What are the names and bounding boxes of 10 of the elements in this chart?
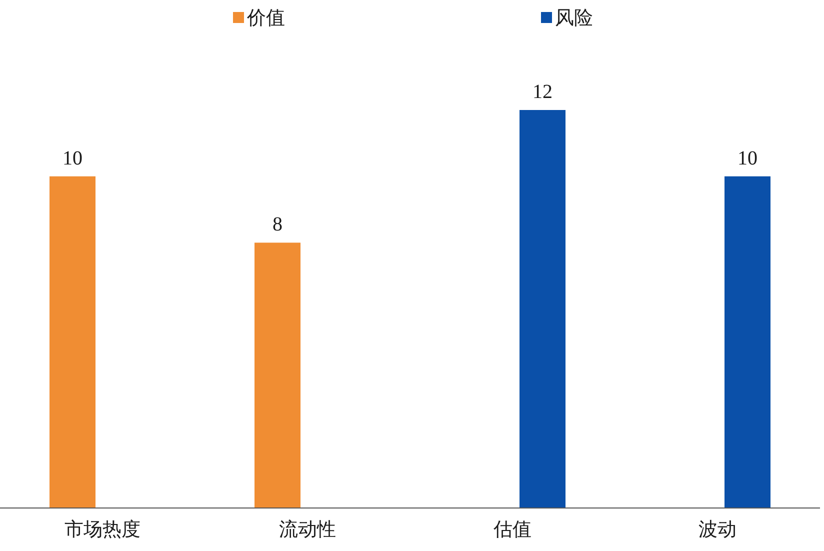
- data-label: 8: [272, 214, 282, 236]
- legend-label: 价值: [246, 8, 285, 29]
- data-label: 10: [738, 147, 758, 170]
- legend-label: 风险: [555, 8, 593, 29]
- x-tick-label: 波动: [698, 519, 736, 540]
- x-tick-label: 市场热度: [64, 518, 140, 540]
- data-label: 12: [532, 81, 552, 103]
- x-tick-label: 流动性: [279, 518, 336, 540]
- x-tick-label: 估值: [492, 519, 532, 540]
- data-label: 10: [62, 147, 82, 170]
